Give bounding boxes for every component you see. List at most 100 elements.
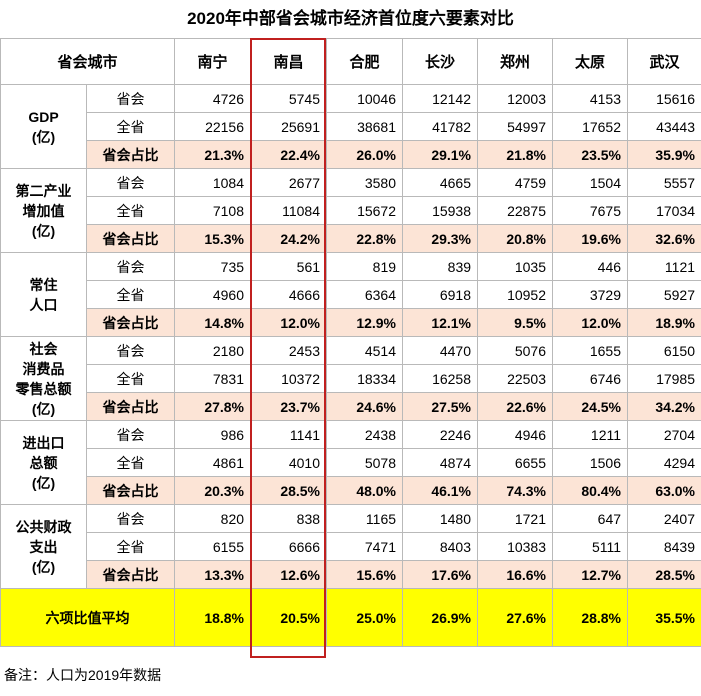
value-cell: 6364 bbox=[326, 280, 404, 309]
header-city: 合肥 bbox=[326, 38, 404, 85]
value-cell: 20.3% bbox=[174, 476, 252, 505]
value-cell: 2677 bbox=[250, 168, 328, 197]
group-label: GDP (亿) bbox=[0, 84, 87, 169]
value-cell: 16258 bbox=[402, 364, 479, 393]
value-cell: 14.8% bbox=[174, 308, 252, 337]
value-cell: 6666 bbox=[250, 532, 328, 561]
group-label: 第二产业 增加值 (亿) bbox=[0, 168, 87, 253]
value-cell: 561 bbox=[250, 252, 328, 281]
value-cell: 7108 bbox=[174, 196, 252, 225]
value-cell: 38681 bbox=[326, 112, 404, 141]
value-cell: 4665 bbox=[402, 168, 479, 197]
value-cell: 4946 bbox=[477, 420, 554, 449]
row-label: 全省 bbox=[85, 448, 176, 477]
value-cell: 5111 bbox=[552, 532, 629, 561]
value-cell: 35.9% bbox=[627, 140, 701, 169]
value-cell: 12.7% bbox=[552, 560, 629, 589]
table-row: GDP (亿) 省会 4726 5745 10046 12142 12003 4153 15616 bbox=[0, 84, 701, 169]
value-cell: 17034 bbox=[627, 196, 701, 225]
value-cell: 2407 bbox=[627, 504, 701, 533]
value-cell: 1211 bbox=[552, 420, 629, 449]
value-cell: 10383 bbox=[477, 532, 554, 561]
header-corner: 省会城市 bbox=[0, 38, 176, 85]
ratio-row: 省会占比 21.3% 22.4% 26.0% 29.1% 21.8% 23.5% 35.9% bbox=[1, 140, 701, 169]
value-cell: 15938 bbox=[402, 196, 479, 225]
value-cell: 819 bbox=[326, 252, 404, 281]
row-label: 省会占比 bbox=[85, 308, 176, 337]
value-cell: 46.1% bbox=[402, 476, 479, 505]
value-cell: 20.8% bbox=[477, 224, 554, 253]
value-cell: 6655 bbox=[477, 448, 554, 477]
value-cell: 28.5% bbox=[627, 560, 701, 589]
value-cell: 4874 bbox=[402, 448, 479, 477]
value-cell: 5078 bbox=[326, 448, 404, 477]
value-cell: 12003 bbox=[477, 84, 554, 113]
value-cell: 7831 bbox=[174, 364, 252, 393]
ratio-row: 省会占比 15.3% 24.2% 22.8% 29.3% 20.8% 19.6% 32.6% bbox=[1, 224, 701, 253]
average-value-cell: 35.5% bbox=[627, 588, 701, 647]
group-label: 进出口 总额 (亿) bbox=[0, 420, 87, 505]
value-cell: 74.3% bbox=[477, 476, 554, 505]
header-city: 武汉 bbox=[627, 38, 701, 85]
row-label: 全省 bbox=[85, 364, 176, 393]
value-cell: 4294 bbox=[627, 448, 701, 477]
table-row: 进出口 总额 (亿) 省会 986 1141 2438 2246 4946 1211 2704 bbox=[0, 420, 701, 505]
value-cell: 18334 bbox=[326, 364, 404, 393]
value-cell: 12142 bbox=[402, 84, 479, 113]
value-cell: 25691 bbox=[250, 112, 328, 141]
header-city: 太原 bbox=[552, 38, 629, 85]
value-cell: 8403 bbox=[402, 532, 479, 561]
value-cell: 26.0% bbox=[326, 140, 404, 169]
value-cell: 43443 bbox=[627, 112, 701, 141]
row-label: 省会占比 bbox=[85, 224, 176, 253]
average-row: 六项比值平均 18.8% 20.5% 25.0% 26.9% 27.6% 28.8% 35.5… bbox=[0, 588, 701, 647]
value-cell: 5745 bbox=[250, 84, 328, 113]
value-cell: 1655 bbox=[552, 336, 629, 365]
average-value-cell: 25.0% bbox=[326, 588, 404, 647]
value-cell: 21.3% bbox=[174, 140, 252, 169]
value-cell: 23.7% bbox=[250, 392, 328, 421]
value-cell: 1504 bbox=[552, 168, 629, 197]
value-cell: 838 bbox=[250, 504, 328, 533]
value-cell: 6155 bbox=[174, 532, 252, 561]
average-value-cell: 20.5% bbox=[250, 588, 328, 647]
value-cell: 1084 bbox=[174, 168, 252, 197]
header-city: 郑州 bbox=[477, 38, 554, 85]
header-city: 长沙 bbox=[402, 38, 479, 85]
header-row: 省会城市 南宁 南昌 合肥 长沙 郑州 太原 武汉 bbox=[0, 38, 701, 85]
value-cell: 80.4% bbox=[552, 476, 629, 505]
value-cell: 5927 bbox=[627, 280, 701, 309]
value-cell: 22503 bbox=[477, 364, 554, 393]
value-cell: 4666 bbox=[250, 280, 328, 309]
table-row: 社会 消费品 零售总额 (亿) 省会 2180 2453 4514 4470 5076 1655 61… bbox=[0, 336, 701, 421]
row-label: 省会 bbox=[85, 168, 176, 197]
value-cell: 4470 bbox=[402, 336, 479, 365]
value-cell: 4759 bbox=[477, 168, 554, 197]
value-cell: 2453 bbox=[250, 336, 328, 365]
table-row: 全省 7831 10372 18334 16258 22503 6746 17985 bbox=[1, 364, 701, 393]
value-cell: 10372 bbox=[250, 364, 328, 393]
value-cell: 8439 bbox=[627, 532, 701, 561]
value-cell: 10046 bbox=[326, 84, 404, 113]
value-cell: 63.0% bbox=[627, 476, 701, 505]
row-label: 省会占比 bbox=[85, 392, 176, 421]
comparison-table: 省会城市 南宁 南昌 合肥 长沙 郑州 太原 武汉 GDP (亿) 省会 4726 57… bbox=[0, 38, 701, 647]
average-value-cell: 18.8% bbox=[174, 588, 252, 647]
value-cell: 15.6% bbox=[326, 560, 404, 589]
value-cell: 28.5% bbox=[250, 476, 328, 505]
value-cell: 27.5% bbox=[402, 392, 479, 421]
average-value-cell: 27.6% bbox=[477, 588, 554, 647]
row-label: 省会 bbox=[85, 420, 176, 449]
value-cell: 13.3% bbox=[174, 560, 252, 589]
value-cell: 1121 bbox=[627, 252, 701, 281]
value-cell: 1721 bbox=[477, 504, 554, 533]
row-label: 全省 bbox=[85, 280, 176, 309]
value-cell: 17985 bbox=[627, 364, 701, 393]
value-cell: 41782 bbox=[402, 112, 479, 141]
page-title: 2020年中部省会城市经济首位度六要素对比 bbox=[187, 9, 514, 28]
table-row: 常住 人口 省会 735 561 819 839 1035 446 1121 bbox=[0, 252, 701, 337]
value-cell: 839 bbox=[402, 252, 479, 281]
value-cell: 12.9% bbox=[326, 308, 404, 337]
value-cell: 12.0% bbox=[552, 308, 629, 337]
value-cell: 7471 bbox=[326, 532, 404, 561]
